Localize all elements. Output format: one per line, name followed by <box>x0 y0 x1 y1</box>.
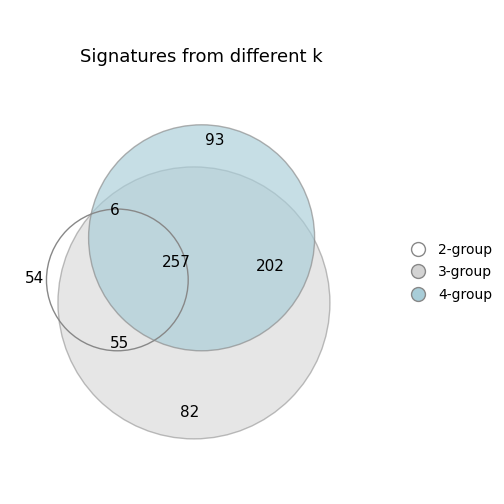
Text: 54: 54 <box>25 271 44 285</box>
Text: 6: 6 <box>109 204 119 218</box>
Text: 82: 82 <box>180 405 200 419</box>
Circle shape <box>89 125 314 351</box>
Text: 257: 257 <box>162 255 191 270</box>
Circle shape <box>58 167 330 439</box>
Legend: 2-group, 3-group, 4-group: 2-group, 3-group, 4-group <box>398 237 498 307</box>
Title: Signatures from different k: Signatures from different k <box>80 48 323 66</box>
Text: 93: 93 <box>205 133 225 148</box>
Text: 202: 202 <box>256 259 285 274</box>
Text: 55: 55 <box>110 336 129 351</box>
